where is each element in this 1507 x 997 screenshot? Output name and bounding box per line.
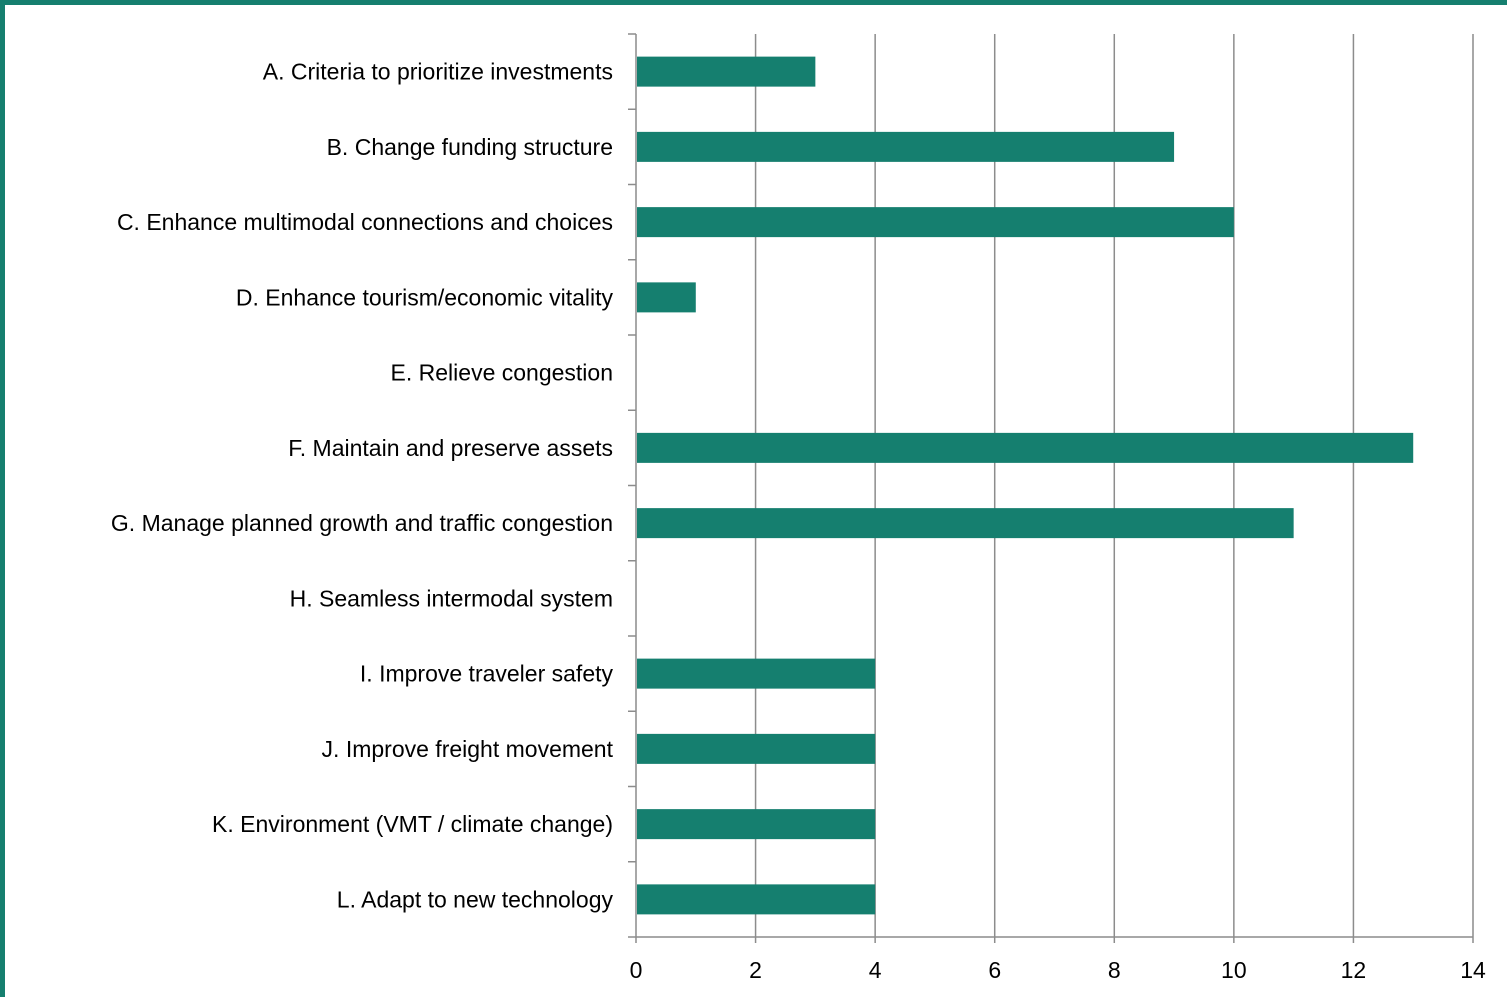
category-label: I. Improve traveler safety [360, 661, 614, 687]
bar-j [637, 733, 876, 764]
category-label: B. Change funding structure [327, 134, 613, 160]
category-label: E. Relieve congestion [391, 360, 613, 386]
label-layer: 0 2 4 6 8 10 12 14 A. Criteria to prioritize inv… [111, 59, 1486, 983]
category-label: H. Seamless intermodal system [290, 585, 613, 611]
category-label: K. Environment (VMT / climate change) [212, 811, 613, 837]
bar-b [637, 131, 1175, 162]
bar-a [637, 56, 816, 87]
bar-layer [637, 56, 1414, 915]
x-tick-label: 0 [630, 957, 643, 983]
axis-layer [628, 33, 1474, 943]
category-label: D. Enhance tourism/economic vitality [236, 284, 614, 310]
category-label: F. Maintain and preserve assets [288, 435, 613, 461]
category-label: A. Criteria to prioritize investments [263, 59, 613, 85]
category-label: J. Improve freight movement [322, 736, 614, 762]
bar-l [637, 884, 876, 915]
x-tick-label: 10 [1221, 957, 1247, 983]
category-label: G. Manage planned growth and traffic con… [111, 510, 613, 536]
bar-g [637, 508, 1294, 539]
x-tick-label: 12 [1341, 957, 1367, 983]
x-tick-label: 4 [869, 957, 882, 983]
category-label: L. Adapt to new technology [337, 886, 614, 912]
x-tick-label: 8 [1108, 957, 1121, 983]
x-tick-label: 2 [749, 957, 762, 983]
grid-layer [754, 34, 1474, 937]
bar-d [637, 282, 696, 313]
category-label: C. Enhance multimodal connections and ch… [117, 209, 613, 235]
bar-c [637, 207, 1234, 238]
x-tick-label: 6 [988, 957, 1001, 983]
bar-i [637, 658, 876, 689]
bar-f [637, 432, 1414, 463]
bar-k [637, 809, 876, 840]
x-tick-label: 14 [1460, 957, 1486, 983]
